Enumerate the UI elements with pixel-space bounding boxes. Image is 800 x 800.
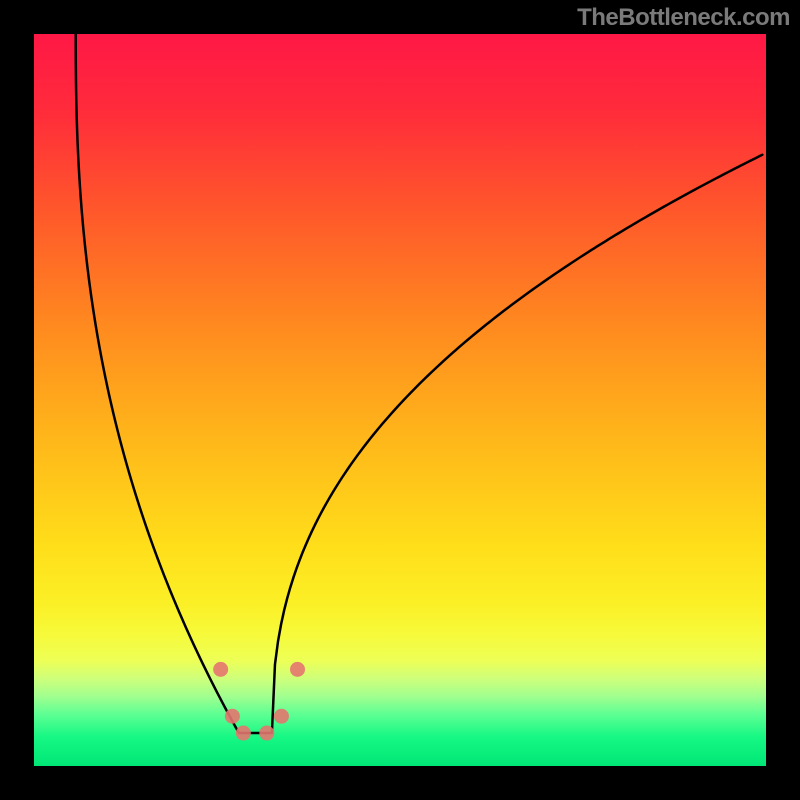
bottleneck-chart xyxy=(34,34,766,766)
plot-area xyxy=(34,34,766,766)
watermark-label: TheBottleneck.com xyxy=(577,4,790,32)
data-marker xyxy=(290,662,305,677)
data-marker xyxy=(236,726,251,741)
data-marker xyxy=(274,709,289,724)
chart-container: TheBottleneck.com xyxy=(0,0,800,800)
data-marker xyxy=(213,662,228,677)
data-marker xyxy=(225,709,240,724)
data-marker xyxy=(259,726,274,741)
